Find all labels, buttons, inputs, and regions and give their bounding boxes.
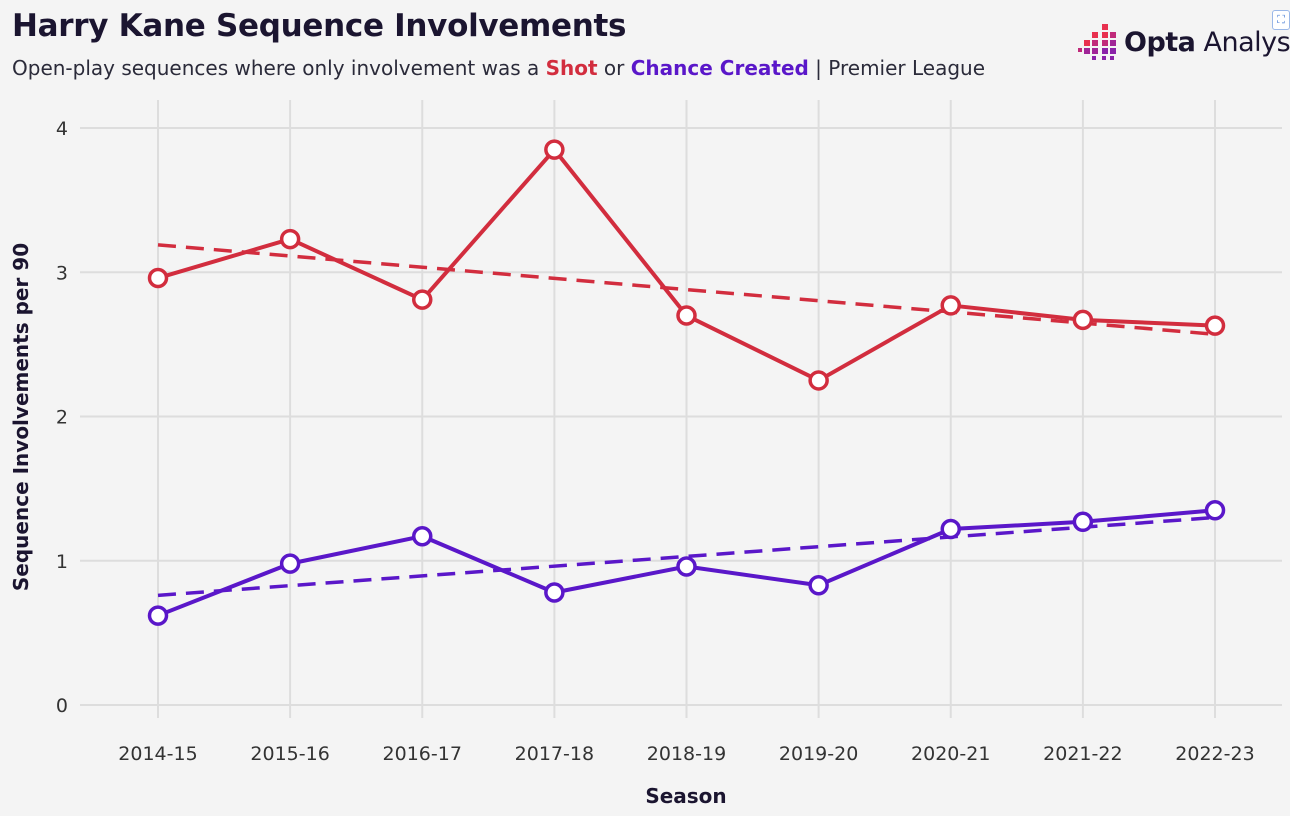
y-axis-title: Sequence Involvements per 90	[9, 243, 33, 591]
x-tick-label: 2015-16	[250, 743, 329, 765]
y-tick-label: 1	[56, 551, 68, 573]
shot-data-point	[940, 295, 961, 316]
chance-created-data-point	[940, 518, 961, 540]
x-tick-label: 2017-18	[515, 743, 594, 765]
chance-created-data-point	[412, 525, 433, 547]
shot-data-point	[544, 139, 565, 160]
opta-analyst-brand: Opta Analyst	[1078, 22, 1290, 62]
y-tick-label: 2	[56, 407, 68, 429]
opta-analyst-logo-icon	[1078, 24, 1116, 60]
chance-created-data-point	[1204, 500, 1226, 521]
shot-data-point	[808, 370, 829, 391]
chance-created-data-point	[279, 553, 301, 574]
x-tick-label: 2014-15	[118, 743, 197, 765]
subtitle-suffix: | Premier League	[808, 56, 986, 80]
chance-created-data-point	[676, 556, 697, 577]
x-tick-labels: 2014-15 2015-16 2016-17 2017-18 2018-19 2019-…	[118, 743, 1254, 765]
x-tick-label: 2020-21	[911, 743, 990, 765]
chance-created-data-point	[808, 575, 829, 596]
chart-title: Harry Kane Sequence Involvements	[12, 8, 627, 44]
y-tick-label: 4	[56, 118, 68, 140]
y-tick-label: 0	[56, 695, 68, 717]
chance-created-data-point	[147, 605, 169, 626]
brand-analyst: Analyst	[1195, 26, 1290, 58]
x-axis-title: Season	[645, 784, 726, 808]
chart-subtitle: Open-play sequences where only involveme…	[12, 56, 985, 80]
x-tick-label: 2018-19	[647, 743, 726, 765]
brand-opta: Opta	[1124, 26, 1196, 58]
chance-created-data-point	[544, 582, 565, 603]
subtitle-chance-label: Chance Created	[630, 56, 809, 80]
chance-created-data-point	[1072, 511, 1094, 533]
opta-analyst-wordmark: Opta Analyst	[1124, 27, 1290, 58]
series-points	[147, 139, 1226, 626]
subtitle-or: or	[597, 56, 631, 80]
shot-data-point	[412, 289, 433, 310]
y-tick-labels: 0 1 2 3 4	[56, 118, 68, 717]
shot-data-point	[676, 305, 697, 326]
shot-data-point	[279, 228, 301, 250]
shot-data-point	[1204, 315, 1226, 336]
gridlines	[80, 100, 1282, 718]
subtitle-prefix: Open-play sequences where only involveme…	[12, 56, 546, 80]
x-tick-label: 2016-17	[383, 743, 462, 765]
x-tick-label: 2021-22	[1043, 743, 1122, 765]
subtitle-shot-label: Shot	[545, 56, 598, 80]
x-tick-label: 2022-23	[1175, 743, 1254, 765]
x-tick-label: 2019-20	[779, 743, 858, 765]
chance-created-trend-line	[157, 515, 1216, 598]
shot-data-point	[1072, 309, 1094, 331]
y-tick-label: 3	[56, 262, 68, 284]
shot-data-point	[147, 267, 169, 289]
